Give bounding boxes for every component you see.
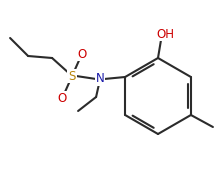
Text: O: O <box>77 47 87 60</box>
Text: O: O <box>58 92 67 104</box>
Text: N: N <box>96 73 104 85</box>
Text: OH: OH <box>156 27 174 41</box>
Text: S: S <box>68 70 76 83</box>
